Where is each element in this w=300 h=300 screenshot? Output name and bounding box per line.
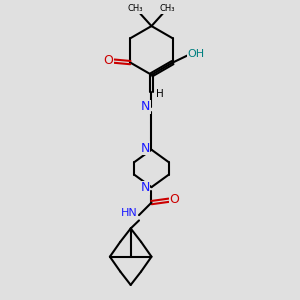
Text: N: N [140,142,150,155]
Text: O: O [103,54,113,67]
Text: O: O [170,193,180,206]
Text: CH₃: CH₃ [128,4,143,13]
Text: N: N [140,181,150,194]
Text: OH: OH [188,49,205,59]
Text: N: N [141,100,150,113]
Text: HN: HN [121,208,138,218]
Text: H: H [156,88,164,98]
Text: CH₃: CH₃ [160,4,175,13]
